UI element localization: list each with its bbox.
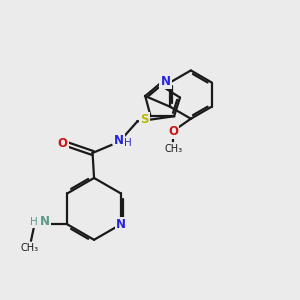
Text: N: N (114, 134, 124, 147)
Text: N: N (161, 75, 171, 88)
Text: O: O (168, 125, 178, 138)
Text: H: H (124, 138, 132, 148)
Text: CH₃: CH₃ (20, 243, 39, 253)
Text: N: N (116, 218, 126, 231)
Text: S: S (140, 113, 148, 126)
Text: N: N (40, 215, 50, 229)
Text: CH₃: CH₃ (164, 144, 182, 154)
Text: H: H (30, 217, 38, 227)
Text: O: O (58, 137, 68, 150)
